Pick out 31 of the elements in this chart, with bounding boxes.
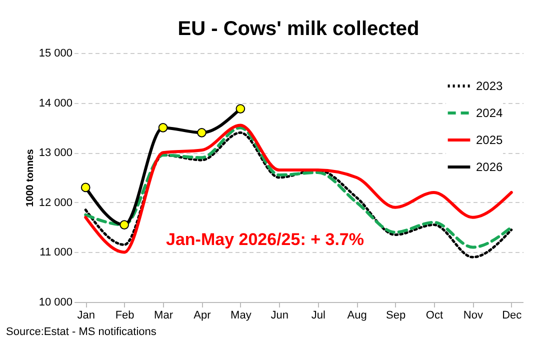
y-tick-label: 10 000 bbox=[38, 296, 72, 308]
x-tick-label: Mar bbox=[154, 310, 174, 322]
point bbox=[197, 128, 206, 138]
x-tick-label: Oct bbox=[426, 310, 444, 322]
x-tick-label: Jun bbox=[270, 310, 289, 322]
x-tick-label: Jan bbox=[77, 310, 95, 322]
chart-title: EU - Cows' milk collected bbox=[178, 18, 420, 40]
legend-label: 2023 bbox=[476, 79, 504, 93]
point bbox=[80, 182, 90, 192]
point bbox=[158, 123, 168, 132]
annotation: Jan-May 2026/25: + 3.7% bbox=[166, 230, 364, 249]
x-tick-label: Sep bbox=[386, 310, 406, 322]
legend-label: 2026 bbox=[476, 160, 504, 174]
point bbox=[120, 220, 129, 230]
point bbox=[236, 104, 246, 114]
y-tick-label: 13 000 bbox=[38, 147, 72, 160]
source-note: Source:Estat - MS notifications bbox=[6, 326, 156, 338]
legend-label: 2025 bbox=[476, 133, 504, 147]
y-tick-label: 14 000 bbox=[38, 97, 72, 110]
x-tick-label: Nov bbox=[463, 310, 484, 322]
y-axis-title: 1000 tonnes bbox=[24, 148, 36, 207]
x-tick-label: Dec bbox=[502, 310, 522, 322]
y-tick-label: 12 000 bbox=[38, 196, 72, 209]
y-tick-label: 15 000 bbox=[38, 48, 72, 60]
y-tick-label: 11 000 bbox=[40, 246, 72, 259]
x-tick-label: Apr bbox=[194, 310, 212, 322]
legend-label: 2024 bbox=[476, 106, 504, 120]
x-tick-label: Jul bbox=[311, 310, 326, 322]
x-tick-label: Feb bbox=[115, 310, 134, 322]
x-tick-label: Aug bbox=[347, 310, 367, 322]
x-tick-label: May bbox=[230, 310, 252, 322]
